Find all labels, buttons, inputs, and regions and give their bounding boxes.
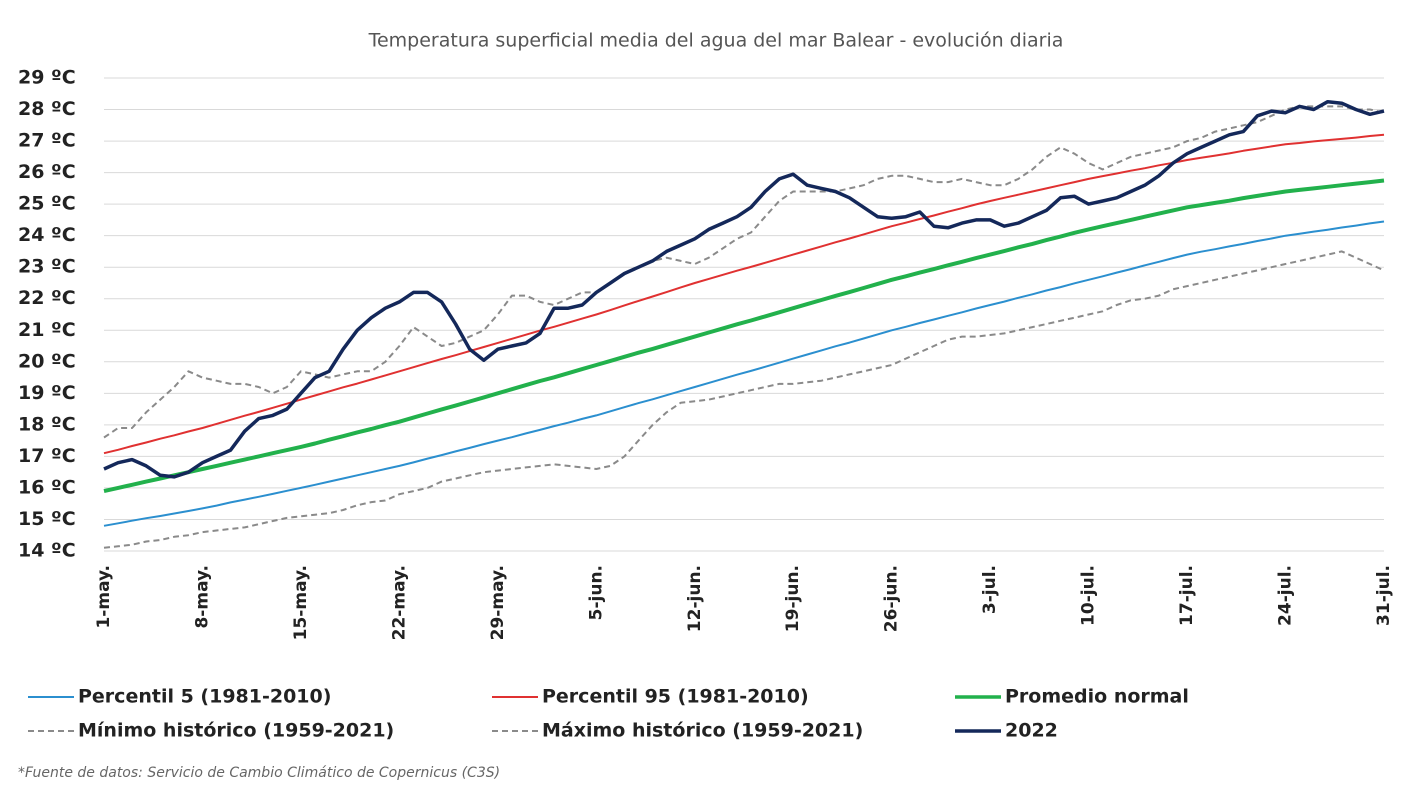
y-tick-label: 20 ºC	[18, 350, 76, 372]
x-tick-label: 24-jul.	[1276, 565, 1296, 626]
series-line	[103, 220, 1385, 527]
series-line	[103, 99, 1385, 479]
x-tick-label: 1-may.	[94, 565, 114, 629]
x-tick-label: 8-may.	[192, 565, 212, 629]
y-tick-label: 24 ºC	[18, 224, 76, 246]
footnote: *Fuente de datos: Servicio de Cambio Cli…	[18, 765, 500, 781]
x-tick-label: 19-jun.	[783, 565, 803, 632]
y-tick-label: 26 ºC	[18, 161, 76, 183]
x-tick-label: 31-jul.	[1374, 565, 1394, 626]
y-tick-label: 16 ºC	[18, 476, 76, 498]
legend-label: Promedio normal	[1005, 686, 1189, 708]
x-tick-label: 5-jun.	[586, 565, 606, 620]
x-tick-label: 10-jul.	[1079, 565, 1099, 626]
y-tick-label: 29 ºC	[18, 67, 76, 89]
legend-label: Máximo histórico (1959-2021)	[542, 720, 863, 742]
x-tick-label: 17-jul.	[1177, 565, 1197, 626]
x-tick-label: 3-jul.	[980, 565, 1000, 614]
y-tick-label: 23 ºC	[18, 256, 76, 278]
y-tick-label: 28 ºC	[18, 98, 76, 120]
y-tick-label: 22 ºC	[18, 287, 76, 309]
series-line	[103, 178, 1385, 494]
y-tick-label: 19 ºC	[18, 382, 76, 404]
legend-label: Mínimo histórico (1959-2021)	[78, 720, 394, 742]
y-tick-label: 25 ºC	[18, 193, 76, 215]
y-tick-label: 17 ºC	[18, 445, 76, 467]
x-tick-label: 22-may.	[389, 565, 409, 640]
series-line	[103, 250, 1385, 549]
x-tick-label: 12-jun.	[685, 565, 705, 632]
x-tick-label: 29-may.	[488, 565, 508, 640]
y-tick-label: 21 ºC	[18, 319, 76, 341]
y-tick-label: 15 ºC	[18, 508, 76, 530]
legend-label: Percentil 95 (1981-2010)	[542, 686, 809, 708]
x-tick-label: 15-may.	[291, 565, 311, 640]
series-line	[103, 105, 1385, 439]
legend-label: Percentil 5 (1981-2010)	[78, 686, 331, 708]
y-tick-label: 18 ºC	[18, 413, 76, 435]
series-line	[103, 133, 1385, 455]
x-tick-label: 26-jun.	[882, 565, 902, 632]
y-tick-label: 27 ºC	[18, 130, 76, 152]
legend-label: 2022	[1005, 720, 1058, 742]
chart-title: Temperatura superficial media del agua d…	[368, 30, 1064, 52]
y-tick-label: 14 ºC	[18, 540, 76, 562]
